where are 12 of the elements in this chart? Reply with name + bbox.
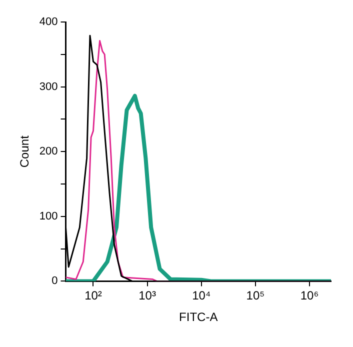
y-axis-title: Count	[18, 134, 32, 168]
x-tick-label: 10⁴	[192, 288, 211, 303]
x-tick-label: 10²	[84, 288, 102, 303]
x-axis-title: FITC-A	[179, 310, 218, 324]
y-tick-label: 200	[39, 146, 58, 158]
x-tick-label: 10⁶	[300, 288, 319, 303]
y-tick-label: 300	[39, 80, 58, 93]
y-tick-label: 0	[52, 275, 58, 288]
y-tick-label: 100	[39, 210, 58, 222]
x-tick-label: 10³	[138, 288, 156, 303]
x-tick-label: 10⁵	[246, 288, 265, 303]
y-tick-label: 400	[39, 16, 58, 28]
